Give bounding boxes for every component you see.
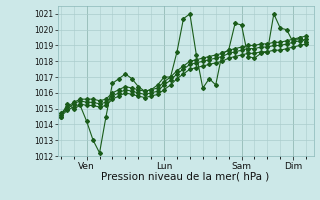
X-axis label: Pression niveau de la mer( hPa ): Pression niveau de la mer( hPa ) [101, 172, 270, 182]
